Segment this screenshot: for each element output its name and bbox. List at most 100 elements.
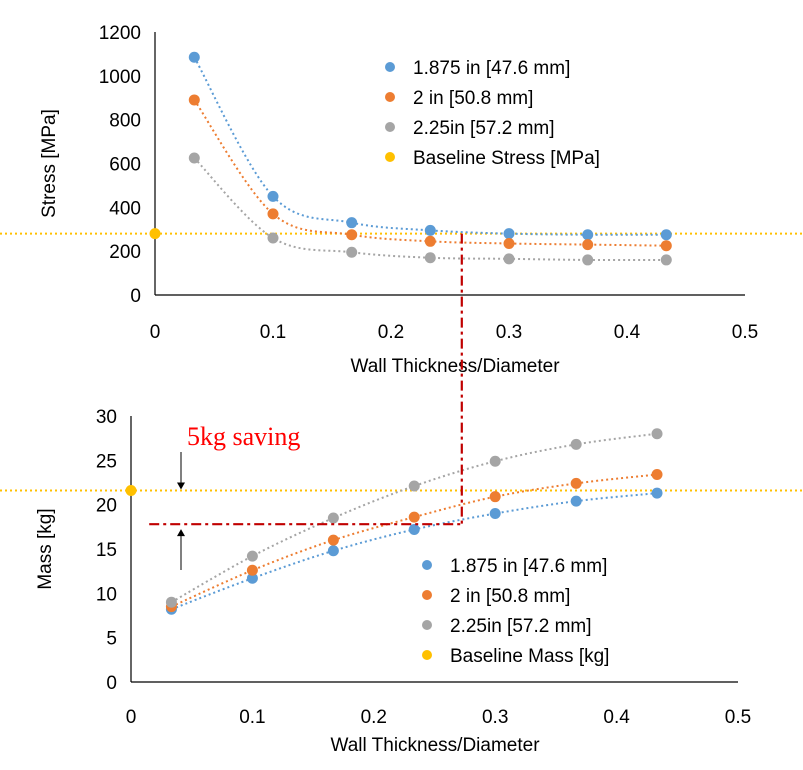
stress-x-tick-label: 0.4 <box>614 322 641 343</box>
stress-point-1-875-in-47-6-mm <box>346 217 358 229</box>
mass-point-2-25in-57-2-mm <box>327 512 339 524</box>
mass-point-1-875-in-47-6-mm <box>570 495 582 507</box>
mass-y-tick-label: 0 <box>106 673 117 694</box>
stress-y-tick-label: 200 <box>109 242 141 263</box>
stress-point-1-875-in-47-6-mm <box>582 229 594 241</box>
stress-y-tick-label: 600 <box>109 155 141 176</box>
mass-point-2-25in-57-2-mm <box>570 438 582 450</box>
stress-x-tick-label: 0.3 <box>496 322 522 343</box>
mass-legend-label-baseline: Baseline Mass [kg] <box>450 646 609 667</box>
mass-point-1-875-in-47-6-mm <box>489 508 501 520</box>
mass-y-tick-labels: 0 5 10 15 20 25 30 <box>96 407 117 694</box>
mass-legend-marker-baseline <box>422 650 432 660</box>
mass-y-tick-label: 10 <box>96 584 117 605</box>
stress-points <box>149 51 672 266</box>
stress-y-tick-label: 800 <box>109 111 141 132</box>
mass-x-tick-labels: 0 0.1 0.2 0.3 0.4 0.5 <box>126 707 752 728</box>
mass-trendline-1-875-in-47-6-mm <box>171 492 658 611</box>
mass-point-2-in-50-8-mm <box>408 511 420 523</box>
mass-legend-marker-2in <box>422 590 432 600</box>
mass-point-2-in-50-8-mm <box>327 534 339 546</box>
stress-chart: 0 200 400 600 800 1000 1200 0 0.1 0.2 0.3 0.4 0.5 W… <box>0 23 803 377</box>
stress-x-tick-label: 0.1 <box>260 322 286 343</box>
stress-point-2-in-50-8-mm <box>582 239 594 251</box>
stress-y-axis-title: Stress [MPa] <box>39 109 60 218</box>
mass-legend: 1.875 in [47.6 mm] 2 in [50.8 mm] 2.25in… <box>422 556 609 667</box>
mass-legend-label-1875: 1.875 in [47.6 mm] <box>450 556 607 577</box>
stress-point-2-in-50-8-mm <box>188 94 200 106</box>
arrow-up-head-icon <box>177 529 185 537</box>
mass-y-axis-title: Mass [kg] <box>35 508 56 589</box>
stress-point-2-25in-57-2-mm <box>582 254 594 266</box>
stress-x-axis-title: Wall Thickness/Diameter <box>350 356 560 377</box>
stress-legend-label-225: 2.25in [57.2 mm] <box>413 118 555 139</box>
mass-y-tick-label: 20 <box>96 496 117 517</box>
mass-baseline-point <box>125 484 137 496</box>
stress-x-tick-labels: 0 0.1 0.2 0.3 0.4 0.5 <box>150 322 759 343</box>
mass-x-tick-label: 0.2 <box>361 707 387 728</box>
mass-x-axis-title: Wall Thickness/Diameter <box>330 735 540 756</box>
mass-y-tick-label: 5 <box>106 629 117 650</box>
stress-y-tick-label: 400 <box>109 198 141 219</box>
stress-y-tick-label: 0 <box>130 286 141 307</box>
mass-x-tick-label: 0.5 <box>725 707 751 728</box>
stress-point-1-875-in-47-6-mm <box>503 228 515 240</box>
mass-legend-label-225: 2.25in [57.2 mm] <box>450 616 592 637</box>
mass-point-2-25in-57-2-mm <box>246 550 258 562</box>
stress-baseline-point <box>149 228 161 240</box>
mass-plot-area <box>130 416 738 683</box>
stress-point-2-in-50-8-mm <box>503 237 515 249</box>
mass-point-1-875-in-47-6-mm <box>408 523 420 535</box>
mass-legend-label-2in: 2 in [50.8 mm] <box>450 586 570 607</box>
saving-arrows <box>177 452 185 570</box>
mass-x-tick-label: 0 <box>126 707 137 728</box>
stress-point-2-25in-57-2-mm <box>346 246 358 258</box>
stress-x-tick-label: 0.5 <box>732 322 758 343</box>
mass-point-2-25in-57-2-mm <box>165 596 177 608</box>
mass-point-1-875-in-47-6-mm <box>246 572 258 584</box>
annotation-links <box>149 233 463 526</box>
stress-x-tick-label: 0.2 <box>378 322 404 343</box>
mass-trendline-2-in-50-8-mm <box>171 473 658 608</box>
stress-point-1-875-in-47-6-mm <box>267 190 279 202</box>
mass-x-tick-label: 0.1 <box>239 707 265 728</box>
mass-points <box>125 428 663 615</box>
mass-y-tick-label: 15 <box>96 540 117 561</box>
mass-point-1-875-in-47-6-mm <box>651 487 663 499</box>
mass-legend-marker-225 <box>422 620 432 630</box>
mass-point-2-25in-57-2-mm <box>408 480 420 492</box>
stress-point-1-875-in-47-6-mm <box>424 224 436 236</box>
mass-x-tick-label: 0.4 <box>603 707 630 728</box>
stress-legend-marker-baseline <box>385 152 395 162</box>
mass-point-2-25in-57-2-mm <box>651 428 663 440</box>
mass-point-1-875-in-47-6-mm <box>327 545 339 557</box>
arrow-down-head-icon <box>177 482 185 490</box>
stress-legend-label-baseline: Baseline Stress [MPa] <box>413 148 600 169</box>
stress-legend-label-2in: 2 in [50.8 mm] <box>413 88 533 109</box>
mass-point-2-in-50-8-mm <box>246 564 258 576</box>
stress-y-tick-label: 1000 <box>99 67 141 88</box>
stress-legend-label-1875: 1.875 in [47.6 mm] <box>413 58 570 79</box>
stress-point-2-in-50-8-mm <box>267 208 279 220</box>
stress-point-1-875-in-47-6-mm <box>188 51 200 63</box>
mass-point-2-in-50-8-mm <box>570 477 582 489</box>
mass-point-2-25in-57-2-mm <box>489 455 501 467</box>
stress-point-2-25in-57-2-mm <box>503 253 515 265</box>
mass-point-2-in-50-8-mm <box>651 469 663 481</box>
stress-point-2-25in-57-2-mm <box>188 152 200 164</box>
stress-trendline-1-875-in-47-6-mm <box>193 56 667 236</box>
stress-point-2-in-50-8-mm <box>424 235 436 247</box>
mass-legend-marker-1875 <box>422 560 432 570</box>
stress-legend: 1.875 in [47.6 mm] 2 in [50.8 mm] 2.25in… <box>385 58 600 169</box>
stress-point-2-in-50-8-mm <box>346 229 358 241</box>
stress-point-1-875-in-47-6-mm <box>660 229 672 241</box>
stress-point-2-25in-57-2-mm <box>424 252 436 264</box>
stress-y-tick-label: 1200 <box>99 23 141 44</box>
stress-x-tick-label: 0 <box>150 322 161 343</box>
stress-legend-marker-225 <box>385 122 395 132</box>
stress-legend-marker-1875 <box>385 62 395 72</box>
saving-annotation: 5kg saving <box>187 422 300 451</box>
stress-legend-marker-2in <box>385 92 395 102</box>
stress-point-2-25in-57-2-mm <box>267 232 279 244</box>
